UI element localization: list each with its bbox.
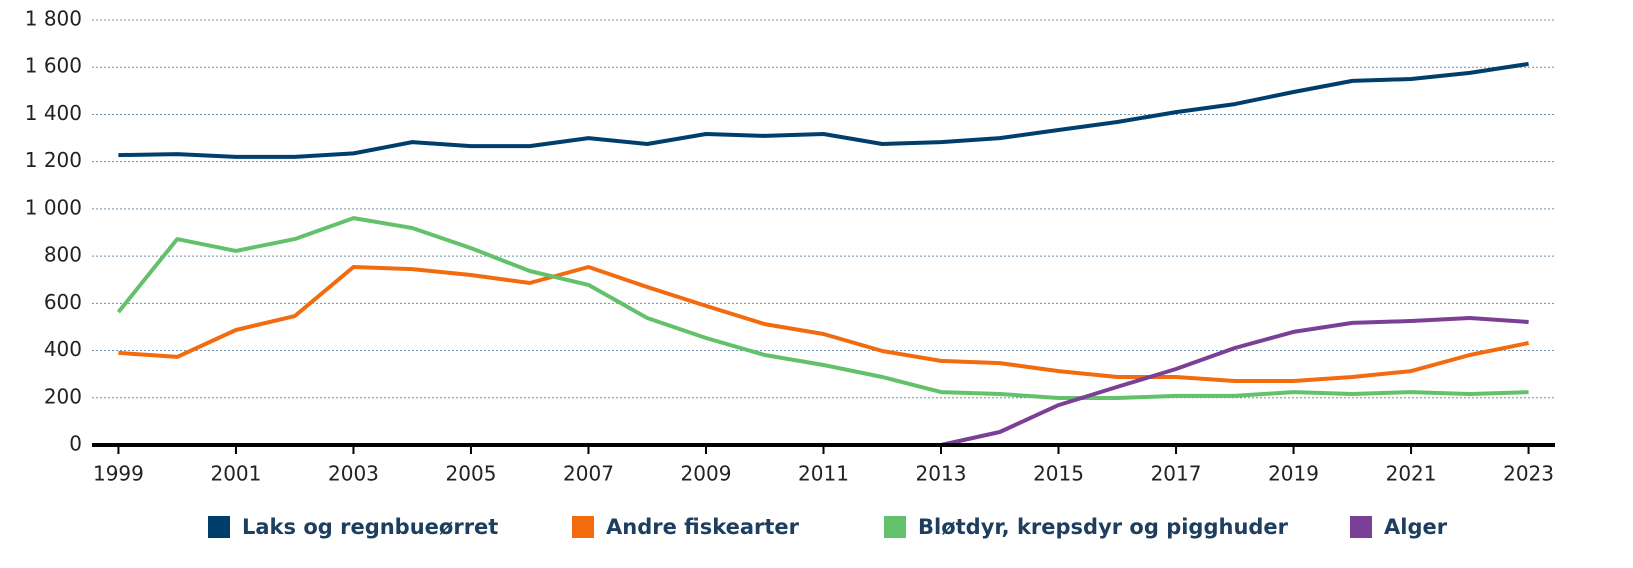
legend-swatch [208,516,230,538]
legend-label: Alger [1384,515,1448,539]
x-tick-label: 2001 [210,462,261,486]
legend-swatch [1350,516,1372,538]
y-tick-label: 1 200 [25,148,82,172]
x-tick-label: 2021 [1386,462,1437,486]
y-tick-label: 0 [69,432,82,456]
y-tick-label: 1 800 [25,7,82,31]
legend-label: Bløtdyr, krepsdyr og pigghuder [918,515,1289,539]
series-line [118,61,1529,159]
x-tick-label: 1999 [93,462,144,486]
legend-swatch [572,516,594,538]
x-tick-label: 2003 [328,462,379,486]
series-line [118,265,1529,383]
series-line [940,316,1529,447]
y-tick-label: 600 [44,290,82,314]
x-tick-label: 2015 [1033,462,1084,486]
legend-label: Laks og regnbueørret [242,515,498,539]
y-tick-label: 1 000 [25,195,82,219]
y-tick-label: 400 [44,337,82,361]
x-tick-label: 2005 [446,462,497,486]
y-tick-label: 200 [44,384,82,408]
x-tick-label: 2013 [916,462,967,486]
x-tick-label: 2009 [681,462,732,486]
x-tick-label: 2007 [563,462,614,486]
x-tick-label: 2017 [1151,462,1202,486]
legend-swatch [884,516,906,538]
y-tick-label: 1 400 [25,101,82,125]
x-tick-label: 2019 [1268,462,1319,486]
x-tick-label: 2011 [798,462,849,486]
x-tick-label: 2023 [1503,462,1554,486]
legend-label: Andre fiskearter [606,515,800,539]
y-tick-label: 1 600 [25,54,82,78]
y-tick-label: 800 [44,243,82,267]
series-line [116,216,1529,400]
